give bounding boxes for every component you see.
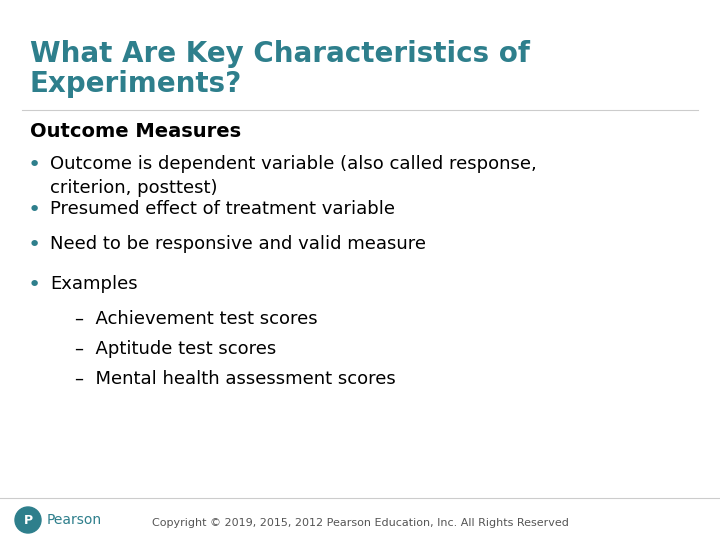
Text: What Are Key Characteristics of: What Are Key Characteristics of bbox=[30, 40, 530, 68]
Text: •: • bbox=[28, 275, 41, 295]
Text: Examples: Examples bbox=[50, 275, 138, 293]
Text: P: P bbox=[24, 514, 32, 526]
Text: •: • bbox=[28, 155, 41, 175]
Text: Copyright © 2019, 2015, 2012 Pearson Education, Inc. All Rights Reserved: Copyright © 2019, 2015, 2012 Pearson Edu… bbox=[152, 518, 568, 528]
Text: Experiments?: Experiments? bbox=[30, 70, 242, 98]
Circle shape bbox=[15, 507, 41, 533]
Text: Presumed effect of treatment variable: Presumed effect of treatment variable bbox=[50, 200, 395, 218]
Text: •: • bbox=[28, 235, 41, 255]
Text: Pearson: Pearson bbox=[47, 513, 102, 527]
Text: Need to be responsive and valid measure: Need to be responsive and valid measure bbox=[50, 235, 426, 253]
Text: –  Aptitude test scores: – Aptitude test scores bbox=[75, 340, 276, 358]
Text: –  Mental health assessment scores: – Mental health assessment scores bbox=[75, 370, 396, 388]
Text: Outcome is dependent variable (also called response,
criterion, posttest): Outcome is dependent variable (also call… bbox=[50, 155, 536, 197]
Text: Outcome Measures: Outcome Measures bbox=[30, 122, 241, 141]
Text: •: • bbox=[28, 200, 41, 220]
Text: –  Achievement test scores: – Achievement test scores bbox=[75, 310, 318, 328]
